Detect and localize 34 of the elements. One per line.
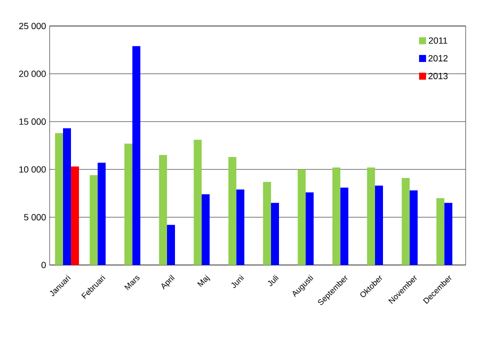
bar bbox=[228, 156, 236, 265]
bar bbox=[167, 224, 175, 265]
bar bbox=[236, 189, 244, 265]
bar bbox=[402, 178, 410, 265]
bar bbox=[410, 190, 418, 265]
bar bbox=[124, 144, 132, 265]
bar bbox=[263, 182, 272, 265]
bar bbox=[436, 198, 444, 265]
bar bbox=[332, 167, 340, 265]
bar bbox=[306, 192, 314, 265]
y-tick-label: 25 000 bbox=[19, 22, 46, 30]
bar bbox=[70, 166, 79, 265]
y-tick-label: 20 000 bbox=[19, 70, 46, 77]
bar bbox=[375, 186, 383, 265]
legend-label: 2013 bbox=[428, 72, 448, 80]
bar bbox=[55, 133, 64, 265]
y-tick-label: 15 000 bbox=[19, 118, 46, 125]
y-tick-label: 5 000 bbox=[24, 214, 46, 220]
y-tick-label: 10 000 bbox=[19, 166, 46, 173]
bar bbox=[98, 162, 106, 265]
bar bbox=[202, 194, 210, 265]
bar bbox=[340, 188, 348, 265]
y-tick-label: 0 bbox=[42, 262, 46, 268]
bar bbox=[194, 140, 202, 265]
bar bbox=[367, 167, 376, 265]
bar bbox=[90, 175, 98, 265]
bar bbox=[298, 169, 306, 265]
legend-label: 2012 bbox=[428, 55, 448, 62]
bar bbox=[63, 128, 71, 265]
bar bbox=[159, 155, 168, 265]
bar bbox=[132, 46, 140, 265]
bar bbox=[444, 202, 452, 265]
legend-label: 2011 bbox=[428, 37, 448, 44]
bar bbox=[271, 202, 279, 265]
